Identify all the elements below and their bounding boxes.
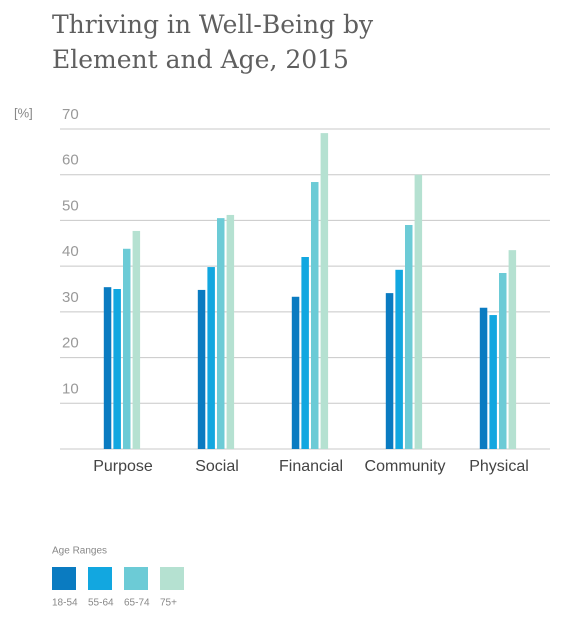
bar: [103, 287, 112, 449]
bar: [479, 307, 488, 449]
y-tick-label: 60: [62, 152, 79, 169]
legend-label: 75+: [160, 598, 177, 609]
bar: [207, 267, 215, 449]
legend-title: Age Ranges: [52, 546, 107, 557]
y-tick-label: 10: [62, 380, 79, 397]
bar: [489, 315, 497, 449]
legend-label: 65-74: [124, 598, 150, 609]
chart-title: Element and Age, 2015: [52, 45, 349, 74]
bar: [217, 218, 225, 449]
bar: [311, 182, 319, 449]
bar: [414, 174, 423, 449]
x-tick-label: Financial: [279, 458, 343, 475]
legend-label: 18-54: [52, 598, 78, 609]
bar: [197, 289, 206, 449]
x-tick-label: Community: [365, 458, 446, 475]
legend-label: 55-64: [88, 598, 114, 609]
bar: [301, 257, 309, 449]
bar: [395, 269, 403, 449]
y-tick-label: 70: [62, 106, 79, 123]
y-tick-label: 20: [62, 335, 79, 352]
legend-swatch: [88, 567, 112, 590]
bar: [123, 248, 131, 449]
x-tick-label: Physical: [469, 458, 529, 475]
legend-swatch: [124, 567, 148, 590]
bar: [291, 296, 300, 449]
bar: [508, 250, 517, 449]
y-tick-label: 40: [62, 243, 79, 260]
y-axis-label: [%]: [14, 105, 33, 120]
y-tick-label: 30: [62, 289, 79, 306]
bar: [113, 289, 121, 449]
legend-swatch: [160, 567, 184, 590]
bar: [320, 133, 329, 449]
bar: [499, 273, 507, 449]
x-tick-label: Social: [195, 458, 239, 475]
bar: [132, 230, 141, 449]
bar: [226, 214, 235, 449]
legend-swatch: [52, 567, 76, 590]
bar: [385, 293, 394, 449]
x-tick-label: Purpose: [93, 458, 153, 475]
bar: [405, 225, 413, 449]
y-tick-label: 50: [62, 197, 79, 214]
chart-title: Thriving in Well-Being by: [52, 10, 374, 39]
